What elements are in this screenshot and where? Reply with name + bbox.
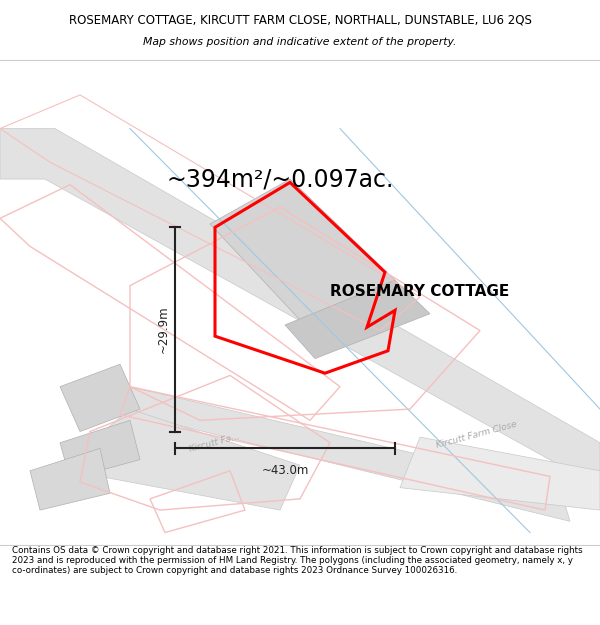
Polygon shape <box>400 437 600 510</box>
Polygon shape <box>30 448 110 510</box>
Text: ~394m²/~0.097ac.: ~394m²/~0.097ac. <box>166 168 394 192</box>
Polygon shape <box>130 387 570 521</box>
Polygon shape <box>60 421 140 479</box>
Polygon shape <box>90 409 300 510</box>
Text: Kircutt Fa...: Kircutt Fa... <box>188 432 241 454</box>
Text: ROSEMARY COTTAGE, KIRCUTT FARM CLOSE, NORTHALL, DUNSTABLE, LU6 2QS: ROSEMARY COTTAGE, KIRCUTT FARM CLOSE, NO… <box>68 13 532 26</box>
Polygon shape <box>60 364 140 431</box>
Polygon shape <box>0 129 600 488</box>
Text: ~29.9m: ~29.9m <box>157 306 170 353</box>
Polygon shape <box>210 179 395 331</box>
Text: ROSEMARY COTTAGE: ROSEMARY COTTAGE <box>330 284 509 299</box>
Text: Contains OS data © Crown copyright and database right 2021. This information is : Contains OS data © Crown copyright and d… <box>12 546 583 576</box>
Text: Kircutt Farm Close: Kircutt Farm Close <box>435 420 518 451</box>
Text: Map shows position and indicative extent of the property.: Map shows position and indicative extent… <box>143 37 457 47</box>
Text: ~43.0m: ~43.0m <box>262 464 308 477</box>
Polygon shape <box>285 280 430 359</box>
